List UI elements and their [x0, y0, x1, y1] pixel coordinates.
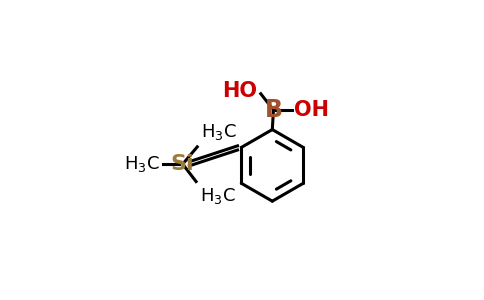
Text: HO: HO [222, 81, 257, 101]
Text: H$_3$C: H$_3$C [124, 154, 160, 174]
Text: OH: OH [294, 100, 329, 120]
Text: H$_3$C: H$_3$C [201, 122, 237, 142]
Text: Si: Si [170, 154, 194, 174]
Text: H$_3$C: H$_3$C [199, 186, 235, 206]
Text: B: B [264, 98, 283, 122]
